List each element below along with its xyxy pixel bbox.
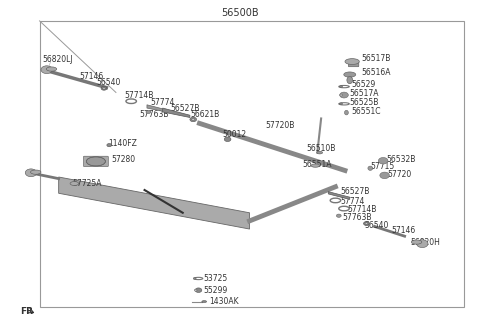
Text: 57146: 57146 xyxy=(79,72,103,81)
Circle shape xyxy=(380,172,389,179)
Polygon shape xyxy=(147,105,166,112)
Text: 56551C: 56551C xyxy=(351,108,381,116)
Circle shape xyxy=(417,240,428,248)
Text: 56532B: 56532B xyxy=(386,154,415,164)
Polygon shape xyxy=(59,177,250,229)
Text: 56540: 56540 xyxy=(364,221,388,230)
Ellipse shape xyxy=(317,151,323,154)
Text: 56551A: 56551A xyxy=(302,160,332,169)
Ellipse shape xyxy=(31,170,41,174)
FancyBboxPatch shape xyxy=(84,156,108,167)
Ellipse shape xyxy=(86,157,106,166)
Text: 56540: 56540 xyxy=(96,78,120,87)
Text: 56510B: 56510B xyxy=(307,144,336,153)
Ellipse shape xyxy=(411,240,422,244)
Text: 57714B: 57714B xyxy=(124,91,154,100)
Circle shape xyxy=(41,66,52,73)
Circle shape xyxy=(365,222,368,224)
Circle shape xyxy=(146,110,151,113)
Circle shape xyxy=(194,289,197,291)
Text: 56820LJ: 56820LJ xyxy=(42,55,72,64)
Ellipse shape xyxy=(345,110,348,115)
Circle shape xyxy=(340,86,343,88)
Circle shape xyxy=(103,87,106,89)
Text: 57280: 57280 xyxy=(111,155,135,164)
Ellipse shape xyxy=(46,67,57,71)
Bar xyxy=(39,21,464,307)
Text: 56517B: 56517B xyxy=(362,54,391,63)
Text: 56517A: 56517A xyxy=(350,89,379,98)
Text: 57763B: 57763B xyxy=(343,214,372,222)
Text: 57774: 57774 xyxy=(150,98,175,107)
Circle shape xyxy=(340,92,348,98)
Text: 57725A: 57725A xyxy=(72,179,101,188)
Text: 57774: 57774 xyxy=(340,197,365,206)
Text: 56500B: 56500B xyxy=(221,8,259,18)
Circle shape xyxy=(192,118,195,120)
Polygon shape xyxy=(163,108,190,117)
Text: 56516A: 56516A xyxy=(362,68,391,77)
FancyBboxPatch shape xyxy=(348,62,359,67)
Text: 57763B: 57763B xyxy=(140,110,169,119)
Text: 55299: 55299 xyxy=(203,286,228,295)
Circle shape xyxy=(340,103,343,105)
Ellipse shape xyxy=(202,300,206,302)
Text: 56529: 56529 xyxy=(352,80,376,90)
Text: 50012: 50012 xyxy=(223,130,247,139)
Text: 57714B: 57714B xyxy=(348,205,377,214)
Text: 1140FZ: 1140FZ xyxy=(108,139,137,148)
Text: 57146: 57146 xyxy=(392,226,416,235)
Text: 56525B: 56525B xyxy=(350,98,379,107)
Text: FR: FR xyxy=(21,306,34,316)
Text: 56621B: 56621B xyxy=(190,110,219,119)
Circle shape xyxy=(107,144,112,147)
Circle shape xyxy=(224,137,231,142)
Circle shape xyxy=(190,117,197,122)
Text: 56527B: 56527B xyxy=(171,104,200,113)
Circle shape xyxy=(25,169,36,177)
Ellipse shape xyxy=(347,76,353,84)
Circle shape xyxy=(101,86,107,90)
Circle shape xyxy=(195,288,202,293)
Ellipse shape xyxy=(368,166,372,170)
Circle shape xyxy=(340,94,343,96)
Text: 56820H: 56820H xyxy=(411,238,441,247)
Text: 57715: 57715 xyxy=(370,162,395,171)
Ellipse shape xyxy=(344,72,356,77)
Text: 57720: 57720 xyxy=(387,170,411,179)
Ellipse shape xyxy=(70,182,79,185)
Ellipse shape xyxy=(345,59,360,65)
Ellipse shape xyxy=(311,164,320,167)
Circle shape xyxy=(364,222,369,225)
Circle shape xyxy=(378,157,388,164)
Text: 56527B: 56527B xyxy=(340,187,370,196)
Polygon shape xyxy=(328,192,350,199)
Circle shape xyxy=(336,214,341,217)
Text: 1430AK: 1430AK xyxy=(209,297,239,306)
Circle shape xyxy=(193,277,196,279)
Text: 53725: 53725 xyxy=(203,274,228,283)
Text: 57720B: 57720B xyxy=(265,121,295,130)
